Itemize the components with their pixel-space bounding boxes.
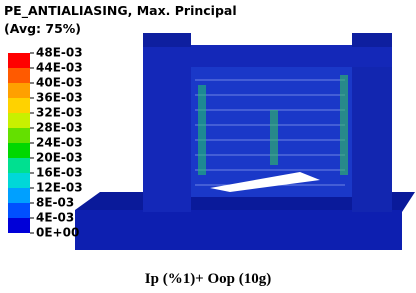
legend-label: 44E-03 xyxy=(36,61,83,75)
legend-swatch xyxy=(8,218,30,233)
legend-label: 16E-03 xyxy=(36,166,83,180)
legend-label: 36E-03 xyxy=(36,91,83,105)
legend-label: 20E-03 xyxy=(36,151,83,165)
legend-label: 8E-03 xyxy=(36,196,74,210)
legend-swatch xyxy=(8,113,30,128)
legend-swatch xyxy=(8,68,30,83)
legend-swatch xyxy=(8,143,30,158)
strain-band xyxy=(198,85,206,175)
strain-band xyxy=(270,110,278,165)
model xyxy=(75,33,415,250)
footing-front xyxy=(75,210,402,250)
legend-label: 12E-03 xyxy=(36,181,83,195)
legend-swatch xyxy=(8,158,30,173)
legend-title: PE_ANTIALIASING, Max. Principal xyxy=(4,3,237,19)
legend-swatch xyxy=(8,188,30,203)
legend-subtitle: (Avg: 75%) xyxy=(4,21,81,36)
legend-label: 0E+00 xyxy=(36,226,79,240)
legend-swatch xyxy=(8,203,30,218)
legend-swatch xyxy=(8,53,30,68)
top-beam xyxy=(143,45,392,67)
legend-swatch xyxy=(8,128,30,143)
caption: Ip (%1)+ Oop (10g) xyxy=(145,271,271,287)
legend-label: 40E-03 xyxy=(36,76,83,90)
legend-label: 32E-03 xyxy=(36,106,83,120)
strain-band xyxy=(340,75,348,175)
right-cap xyxy=(352,33,392,47)
legend-label: 48E-03 xyxy=(36,46,83,60)
page: PE_ANTIALIASING, Max. Principal (Avg: 75… xyxy=(0,0,416,293)
legend: 48E-0344E-0340E-0336E-0332E-0328E-0324E-… xyxy=(8,46,83,240)
legend-swatch xyxy=(8,173,30,188)
figure: PE_ANTIALIASING, Max. Principal (Avg: 75… xyxy=(0,0,416,293)
legend-label: 4E-03 xyxy=(36,211,74,225)
legend-swatch xyxy=(8,98,30,113)
legend-label: 24E-03 xyxy=(36,136,83,150)
legend-label: 28E-03 xyxy=(36,121,83,135)
legend-swatch xyxy=(8,83,30,98)
left-cap xyxy=(143,33,191,47)
